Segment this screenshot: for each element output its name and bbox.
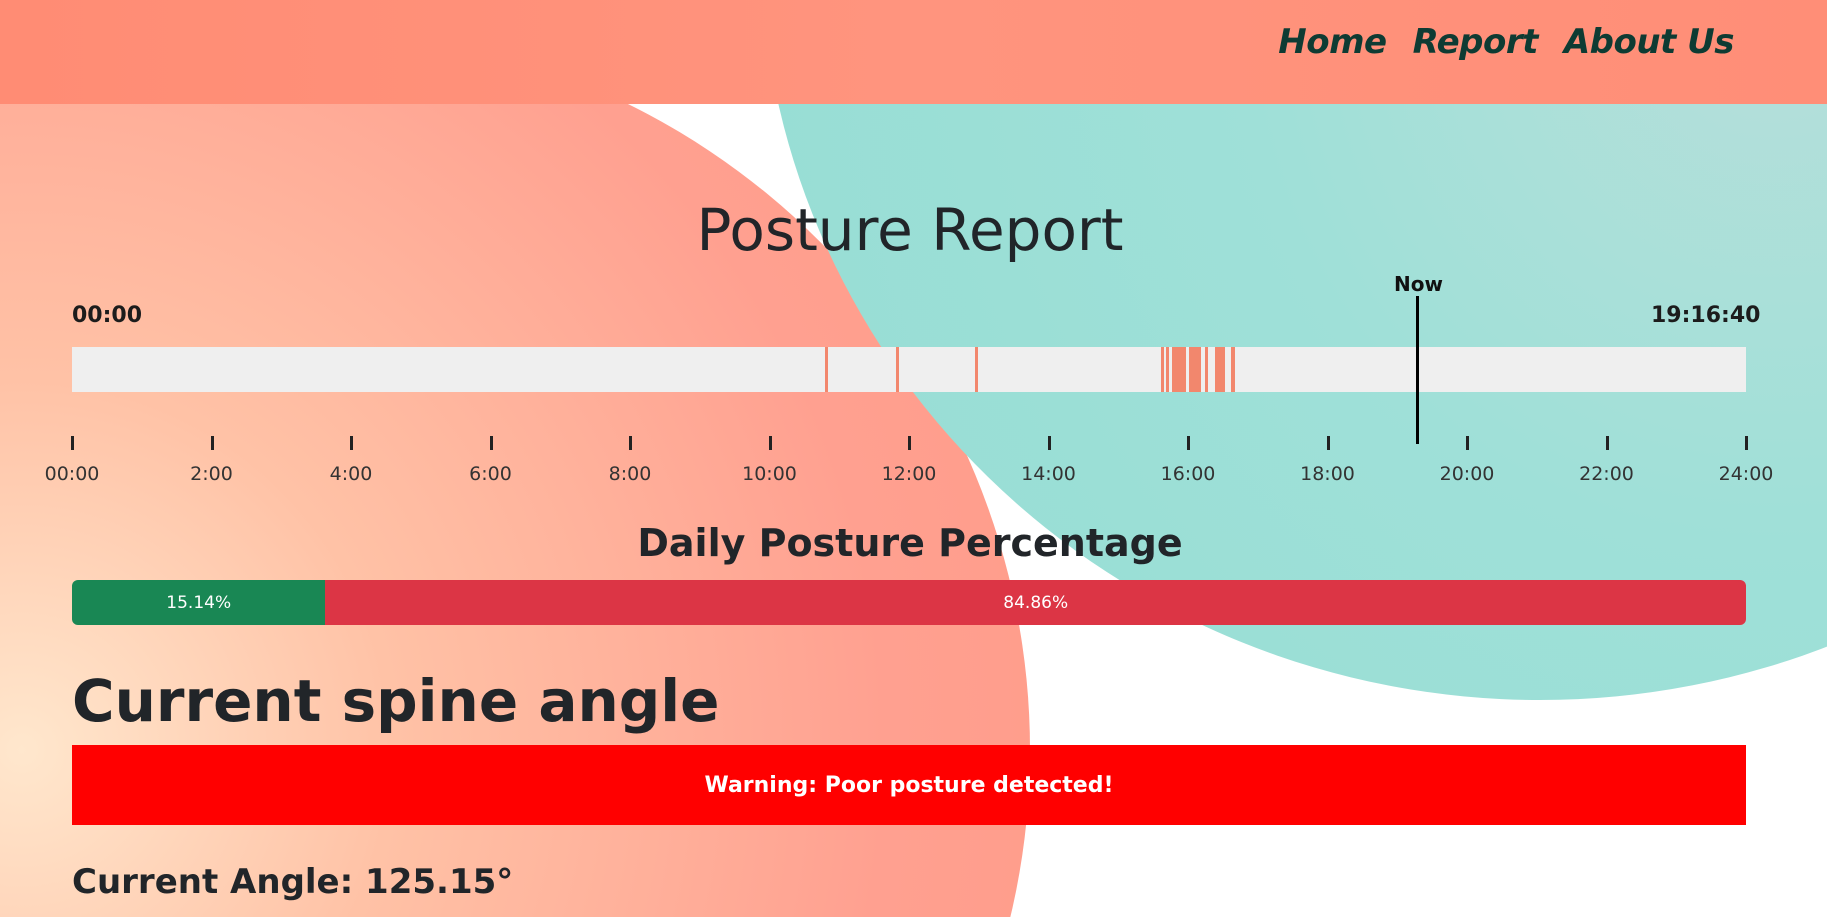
timeline-tick	[1187, 436, 1190, 450]
timeline-tick	[489, 436, 493, 450]
nav-link-home[interactable]: Home	[1278, 22, 1387, 62]
timeline-tick-label: 2:00	[190, 463, 233, 485]
timeline-tick-label: 8:00	[608, 463, 652, 485]
nav-links: Home Report About Us	[1278, 22, 1734, 62]
poor-posture-event-1	[896, 347, 900, 392]
timeline-tick	[1745, 436, 1748, 450]
poor-posture-event-0	[824, 347, 828, 392]
poor-posture-event-6	[1189, 347, 1202, 392]
now-marker-label: Now	[1394, 272, 1443, 296]
timeline-tick-label: 22:00	[1579, 463, 1634, 485]
daily-posture-progress: 15.14% 84.86%	[72, 580, 1746, 625]
page-title: Posture Report	[696, 196, 1124, 264]
timeline-tick	[1326, 436, 1330, 450]
timeline-tick-label: 10:00	[742, 463, 797, 485]
timeline-tick	[1466, 436, 1469, 450]
nav-link-report[interactable]: Report	[1412, 22, 1539, 62]
good-posture-segment: 15.14%	[72, 580, 326, 625]
timeline-tick-label: 24:00	[1718, 463, 1774, 485]
timeline-tick	[1047, 436, 1051, 450]
timeline-tick-label: 14:00	[1021, 463, 1076, 485]
timeline-tick	[1605, 436, 1609, 450]
daily-posture-title: Daily Posture Percentage	[637, 521, 1183, 565]
posture-timeline-bar	[72, 347, 1746, 392]
now-marker-line	[1415, 296, 1419, 444]
timeline-start-label: 00:00	[72, 303, 143, 328]
top-navbar: Home Report About Us	[0, 0, 1827, 104]
timeline-tick-label: 6:00	[469, 463, 512, 485]
current-angle-readout: Current Angle: 125.15°	[72, 862, 514, 902]
poor-posture-event-3	[1160, 347, 1164, 392]
timeline-end-label: 19:16:40	[1651, 303, 1761, 328]
timeline-tick	[350, 436, 353, 450]
timeline-tick	[629, 436, 632, 450]
poor-posture-event-2	[974, 347, 978, 392]
poor-posture-event-9	[1230, 347, 1236, 392]
timeline-tick-label: 18:00	[1300, 463, 1355, 485]
timeline-tick-label: 12:00	[881, 463, 937, 485]
poor-posture-event-8	[1214, 347, 1225, 392]
timeline-tick	[210, 436, 214, 450]
timeline-tick-label: 4:00	[329, 463, 373, 485]
posture-warning-alert: Warning: Poor posture detected!	[72, 745, 1746, 825]
poor-posture-event-4	[1166, 347, 1170, 392]
timeline-tick	[908, 436, 911, 450]
nav-link-about-us[interactable]: About Us	[1563, 22, 1735, 62]
poor-posture-event-7	[1205, 347, 1209, 392]
poor-posture-segment: 84.86%	[325, 580, 1746, 625]
timeline-tick-label: 16:00	[1160, 463, 1216, 485]
timeline-tick	[71, 436, 74, 450]
timeline-tick	[768, 436, 772, 450]
spine-angle-heading: Current spine angle	[72, 667, 720, 735]
timeline-tick-label: 20:00	[1439, 463, 1495, 485]
timeline-tick-label: 00:00	[44, 463, 100, 485]
poor-posture-event-5	[1171, 347, 1186, 392]
